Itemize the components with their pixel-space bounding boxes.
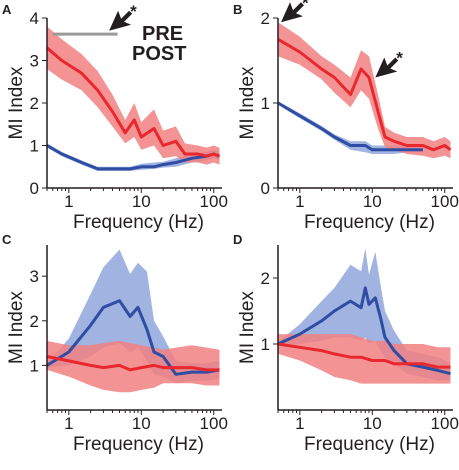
series-post-band-c bbox=[47, 340, 220, 393]
series-post-line-d bbox=[277, 342, 451, 369]
y-axis-label-b: MI Index bbox=[237, 66, 258, 139]
y-tick-label-c: 3 bbox=[30, 267, 39, 286]
y-axis-label-c: MI Index bbox=[6, 291, 27, 364]
panel-label-c: C bbox=[2, 232, 12, 247]
y-tick-label-b: 1 bbox=[261, 94, 270, 113]
y-axis-label-a: MI Index bbox=[6, 66, 27, 139]
y-tick-label-a: 0 bbox=[30, 179, 39, 198]
x-tick-label-b: 100 bbox=[431, 192, 459, 211]
x-axis-label-c: Frequency (Hz) bbox=[73, 434, 204, 455]
panel-b-chart: 1 10 100 0 1 2 Frequency (Hz) MI Index * * bbox=[237, 0, 459, 233]
panel-label-a: A bbox=[2, 2, 12, 17]
series-post-line-a bbox=[46, 46, 221, 158]
legend-pre-label: PRE bbox=[142, 23, 183, 45]
y-tick-label-d: 1 bbox=[261, 335, 270, 354]
panel-c-chart: 1 10 100 1 2 3 Frequency (Hz) MI Index bbox=[6, 245, 228, 455]
y-tick-label-d: 2 bbox=[261, 269, 270, 288]
panel-label-b: B bbox=[233, 2, 242, 17]
y-tick-label-b: 0 bbox=[261, 179, 270, 198]
x-tick-label-a: 1 bbox=[64, 192, 73, 211]
star-arrow-marker-b-1 bbox=[281, 2, 304, 23]
y-tick-label-a: 1 bbox=[30, 137, 39, 156]
x-tick-label-d: 1 bbox=[295, 414, 304, 433]
x-tick-label-c: 10 bbox=[132, 414, 151, 433]
x-tick-label-b: 1 bbox=[295, 192, 304, 211]
x-tick-label-d: 100 bbox=[431, 414, 459, 433]
series-pre-line-c bbox=[46, 299, 220, 376]
series-pre-line-d bbox=[277, 286, 451, 376]
series-pre-line-b bbox=[277, 101, 423, 152]
y-tick-label-a: 3 bbox=[30, 52, 39, 71]
x-tick-label-b: 10 bbox=[363, 192, 382, 211]
x-axis-label-d: Frequency (Hz) bbox=[304, 434, 435, 455]
x-tick-label-d: 10 bbox=[363, 414, 382, 433]
y-tick-label-b: 2 bbox=[261, 9, 270, 28]
panel-d-chart: 1 10 100 1 2 Frequency (Hz) MI Index bbox=[237, 245, 459, 455]
x-tick-label-a: 100 bbox=[200, 192, 228, 211]
panel-a-chart: 1 10 100 0 1 2 3 4 Frequency (Hz) MI Index * bbox=[6, 2, 228, 233]
y-tick-label-c: 1 bbox=[30, 356, 39, 375]
y-tick-label-c: 2 bbox=[30, 312, 39, 331]
y-tick-label-a: 4 bbox=[30, 9, 39, 28]
x-tick-label-a: 10 bbox=[132, 192, 151, 211]
star-arrow-marker-a-1 bbox=[109, 10, 133, 31]
y-tick-label-a: 2 bbox=[30, 94, 39, 113]
panel-label-d: D bbox=[233, 232, 242, 247]
series-post-line-b bbox=[277, 38, 452, 152]
x-axis-label-b: Frequency (Hz) bbox=[304, 212, 435, 233]
x-axis-label-a: Frequency (Hz) bbox=[73, 212, 204, 233]
x-tick-label-c: 1 bbox=[64, 414, 73, 433]
series-pre-band-d bbox=[278, 248, 451, 381]
series-post-band-b bbox=[278, 22, 451, 159]
significance-star-b-1: * bbox=[302, 0, 309, 12]
significance-star-b-2: * bbox=[396, 49, 403, 68]
legend-post-label: POST bbox=[132, 43, 186, 65]
series-post-band-a bbox=[47, 26, 220, 165]
significance-star-a-1: * bbox=[130, 2, 137, 21]
series-pre-band-a bbox=[47, 143, 220, 171]
y-axis-label-d: MI Index bbox=[237, 291, 258, 364]
star-arrow-marker-b-2 bbox=[375, 57, 399, 78]
x-tick-label-c: 100 bbox=[200, 414, 228, 433]
series-post-line-c bbox=[46, 355, 220, 372]
